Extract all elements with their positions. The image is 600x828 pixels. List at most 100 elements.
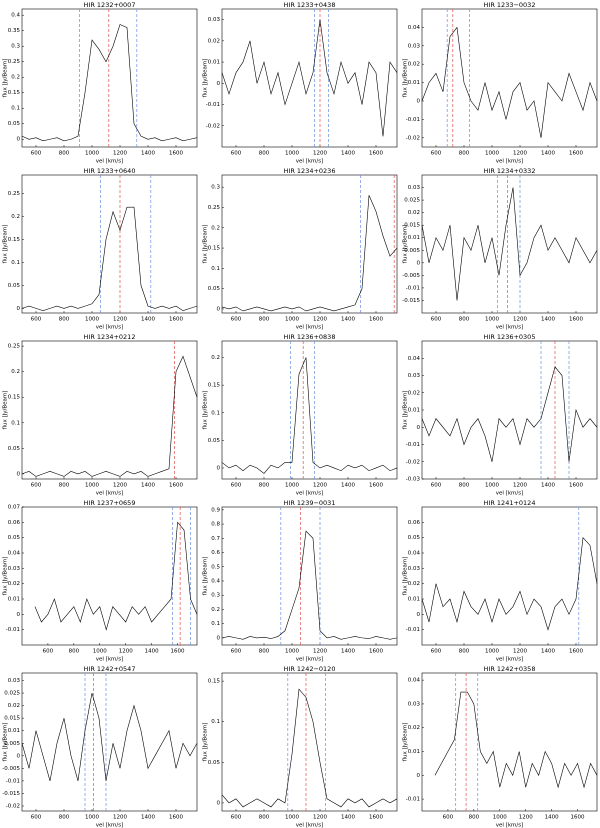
- panel-title: HIR 1233+0640: [84, 167, 136, 175]
- plot-frame: [421, 8, 598, 148]
- y-tick-label: 0.25: [8, 191, 21, 197]
- y-tick-label: 0.1: [11, 420, 20, 426]
- y-tick-label: 0.03: [408, 185, 421, 191]
- y-tick-label: 0.1: [211, 719, 220, 725]
- x-axis-label: vel [km/s]: [96, 657, 123, 663]
- x-tick-label: 800: [59, 317, 70, 323]
- x-tick-label: 600: [443, 815, 454, 821]
- y-tick-label: 0.15: [8, 237, 21, 243]
- x-tick-label: 800: [469, 815, 480, 821]
- spectrum-line: [421, 536, 598, 631]
- y-tick-label: 0.06: [8, 520, 21, 526]
- y-tick-label: 0.01: [408, 597, 420, 603]
- x-tick-label: 1600: [569, 317, 583, 323]
- x-tick-label: 1200: [513, 151, 527, 157]
- x-axis-label: vel [km/s]: [96, 325, 123, 331]
- x-tick-label: 1000: [93, 649, 107, 655]
- y-tick-label: 0.1: [11, 260, 20, 266]
- y-axis-label: flux [Jy/Beam]: [3, 225, 9, 264]
- x-tick-label: 1000: [485, 151, 499, 157]
- y-tick-label: 0: [417, 773, 421, 779]
- x-tick-label: 800: [59, 151, 70, 157]
- y-tick-label: 0.6: [211, 550, 220, 556]
- panel-title: HIR 1236+0305: [484, 333, 536, 341]
- y-tick-label: 0.03: [408, 701, 421, 707]
- x-tick-label: 1600: [571, 815, 585, 821]
- spectrum-line: [421, 26, 598, 138]
- x-axis-label: vel [km/s]: [96, 491, 123, 497]
- y-axis-label: flux [Jy/Beam]: [203, 723, 209, 762]
- y-tick-label: 0.2: [211, 355, 220, 361]
- y-tick-label: -0.01: [406, 442, 420, 448]
- x-tick-label: 1200: [313, 483, 327, 489]
- x-axis-label: vel [km/s]: [296, 823, 323, 828]
- plot-frame: [221, 174, 398, 314]
- x-axis-label: vel [km/s]: [296, 657, 323, 663]
- y-tick-label: 0.02: [8, 581, 20, 587]
- y-tick-label: 0.05: [8, 446, 21, 452]
- y-tick-label: 0.03: [408, 566, 421, 572]
- x-axis-label: vel [km/s]: [496, 657, 523, 663]
- y-tick-label: 0.02: [408, 581, 420, 587]
- y-tick-label: 0.015: [404, 223, 420, 229]
- y-tick-label: 0.025: [404, 198, 420, 204]
- y-tick-label: 0.02: [208, 38, 220, 44]
- y-axis-label: flux [Jy/Beam]: [203, 391, 209, 430]
- y-tick-label: -0.01: [406, 285, 420, 291]
- x-tick-label: 800: [69, 649, 80, 655]
- y-tick-label: 0: [217, 306, 221, 312]
- panel-title: HIR 1233+0438: [284, 1, 336, 9]
- panel-title: HIR 1239−0031: [284, 499, 336, 507]
- x-tick-label: 600: [31, 815, 42, 821]
- y-tick-label: -0.01: [206, 102, 220, 108]
- x-tick-label: 600: [231, 317, 242, 323]
- y-tick-label: 0.15: [8, 395, 21, 401]
- x-tick-label: 1000: [285, 317, 299, 323]
- x-tick-label: 600: [431, 649, 442, 655]
- panel-title: HIR 1233−0032: [484, 1, 536, 9]
- panel-title: HIR 1234+0236: [284, 167, 336, 175]
- x-axis-label: vel [km/s]: [496, 159, 523, 165]
- y-tick-label: 0.03: [408, 373, 421, 379]
- x-tick-label: 1400: [141, 151, 155, 157]
- y-tick-label: 0.7: [211, 536, 220, 542]
- x-tick-label: 1400: [541, 317, 555, 323]
- y-axis-label: flux [Jy/Beam]: [403, 557, 409, 596]
- x-tick-label: 1400: [145, 649, 159, 655]
- x-tick-label: 1600: [169, 815, 183, 821]
- spectrum-line: [21, 692, 198, 781]
- y-tick-label: 0.04: [408, 356, 421, 362]
- plot-frame: [21, 672, 198, 812]
- plot-frame: [221, 8, 398, 148]
- x-tick-label: 1000: [85, 151, 99, 157]
- plot-frame: [221, 672, 398, 812]
- x-tick-label: 600: [43, 649, 54, 655]
- x-tick-label: 800: [259, 815, 270, 821]
- y-tick-label: -0.01: [406, 117, 420, 123]
- x-tick-label: 1400: [545, 815, 559, 821]
- y-tick-label: 0.05: [8, 283, 21, 289]
- plot-frame: [21, 506, 198, 646]
- y-tick-label: -0.01: [406, 627, 420, 633]
- x-tick-label: 800: [59, 483, 70, 489]
- panel-title: HIR 1234+0212: [84, 333, 136, 341]
- x-tick-label: 600: [231, 151, 242, 157]
- x-axis-label: vel [km/s]: [496, 325, 523, 331]
- x-tick-label: 1000: [485, 483, 499, 489]
- spectrum-line: [421, 187, 598, 301]
- x-tick-label: 1000: [85, 815, 99, 821]
- y-tick-label: 0.15: [208, 383, 221, 389]
- spectrum-line: [221, 357, 398, 474]
- y-tick-label: 0.3: [211, 593, 220, 599]
- x-tick-label: 1200: [313, 151, 327, 157]
- x-tick-label: 1600: [369, 483, 383, 489]
- y-tick-label: -0.01: [6, 627, 20, 633]
- x-tick-label: 1400: [341, 815, 355, 821]
- y-tick-label: 0.02: [8, 703, 20, 709]
- y-tick-label: -0.02: [206, 123, 220, 129]
- y-tick-label: 0.2: [211, 607, 220, 613]
- spectrum-line: [21, 206, 198, 312]
- y-tick-label: 0.01: [408, 408, 420, 414]
- plot-frame: [21, 8, 198, 148]
- y-tick-label: 0: [17, 612, 21, 618]
